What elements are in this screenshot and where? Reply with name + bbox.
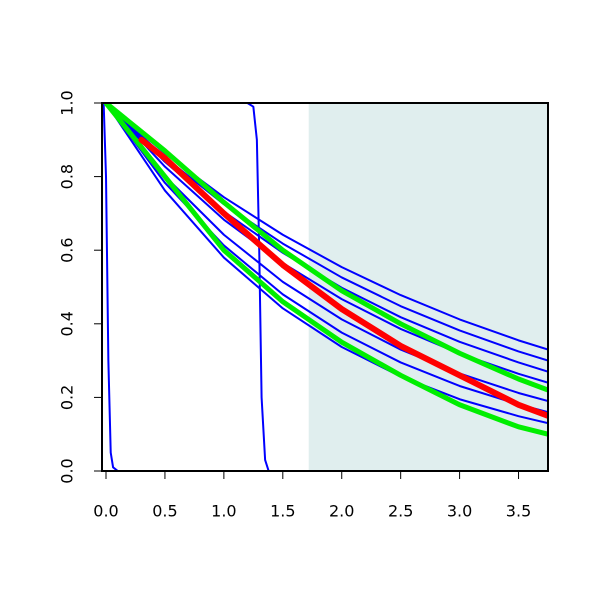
y-tick-label: 0.4 [58,311,77,336]
curve [105,103,548,471]
x-tick-label: 0.5 [152,502,177,521]
x-tick-label: 3.0 [447,502,472,521]
x-tick-label: 1.0 [211,502,236,521]
shaded-region [308,103,548,471]
y-tick-label: 0.6 [58,237,77,262]
curve [105,103,548,403]
x-tick-label: 2.0 [329,502,354,521]
curve [103,103,548,393]
curve [103,103,548,437]
plot-frame [101,102,549,472]
y-tick-label: 0.2 [58,385,77,410]
curve [105,103,548,384]
curve [102,103,548,471]
y-tick-label: 1.0 [58,90,77,115]
plot-area [102,103,548,471]
curve [105,103,548,425]
x-tick-label: 1.5 [270,502,295,521]
x-tick-label: 2.5 [388,502,413,521]
curve [138,136,548,419]
y-tick-label: 0.8 [58,164,77,189]
x-tick-label: 0.0 [93,502,118,521]
y-tick-label: 0.0 [58,458,77,483]
x-tick-label: 3.5 [506,502,531,521]
